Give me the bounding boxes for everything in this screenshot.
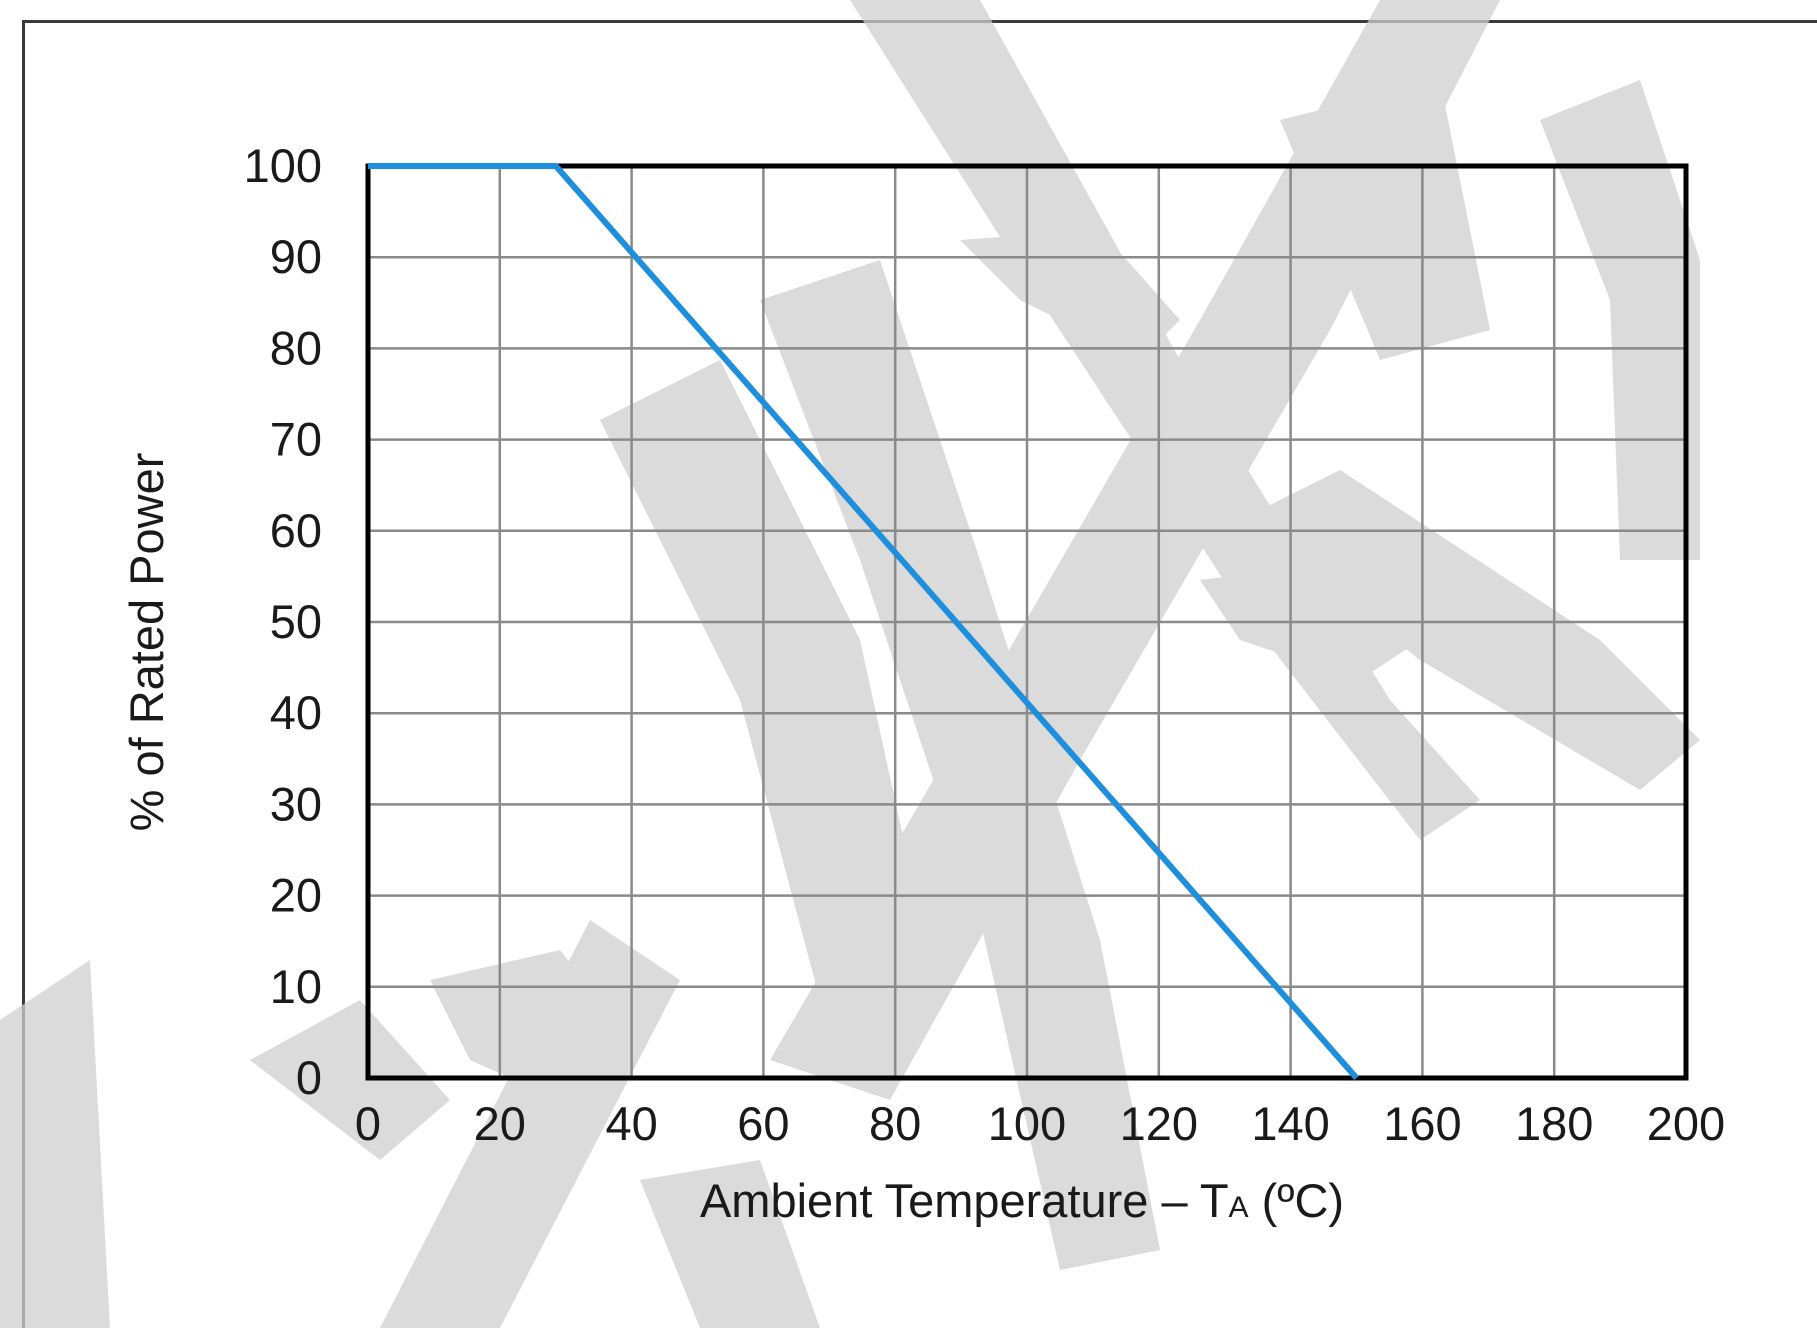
- x-tick-label: 0: [355, 1097, 381, 1150]
- x-axis-label-unit: (ºC): [1249, 1174, 1344, 1227]
- x-tick-label: 100: [988, 1097, 1066, 1150]
- grid: [368, 166, 1686, 1078]
- y-tick-label: 40: [270, 686, 322, 739]
- x-tick-label: 120: [1120, 1097, 1198, 1150]
- x-tick-labels: 0 20 40 60 80 100 120 140 160 180 200: [355, 1097, 1725, 1150]
- x-axis-label-subscript: A: [1229, 1191, 1249, 1224]
- x-tick-label: 140: [1251, 1097, 1329, 1150]
- y-tick-label: 50: [270, 595, 322, 648]
- y-tick-label: 60: [270, 504, 322, 557]
- watermark: [0, 0, 1700, 1328]
- y-tick-label: 100: [244, 139, 322, 192]
- x-axis-label: Ambient Temperature – TA (ºC): [700, 1174, 1344, 1227]
- x-tick-label: 160: [1383, 1097, 1461, 1150]
- x-tick-label: 40: [605, 1097, 657, 1150]
- x-tick-label: 180: [1515, 1097, 1593, 1150]
- x-tick-label: 60: [737, 1097, 789, 1150]
- x-tick-label: 200: [1647, 1097, 1725, 1150]
- plot-area-border: [365, 163, 1689, 1081]
- y-tick-label: 0: [296, 1051, 322, 1104]
- y-axis-label: % of Rated Power: [120, 453, 173, 832]
- x-tick-label: 20: [474, 1097, 526, 1150]
- series-layer: [368, 163, 1359, 1080]
- y-tick-label: 30: [270, 777, 322, 830]
- y-tick-label: 80: [270, 321, 322, 374]
- x-axis-label-main: Ambient Temperature – T: [700, 1174, 1229, 1227]
- x-tick-label: 80: [869, 1097, 921, 1150]
- y-tick-label: 90: [270, 230, 322, 283]
- y-tick-label: 10: [270, 960, 322, 1013]
- derating-curve: [368, 163, 1359, 1080]
- y-tick-label: 20: [270, 869, 322, 922]
- y-tick-labels: 0 10 20 30 40 50 60 70 80 90 100: [244, 139, 322, 1104]
- y-tick-label: 70: [270, 413, 322, 466]
